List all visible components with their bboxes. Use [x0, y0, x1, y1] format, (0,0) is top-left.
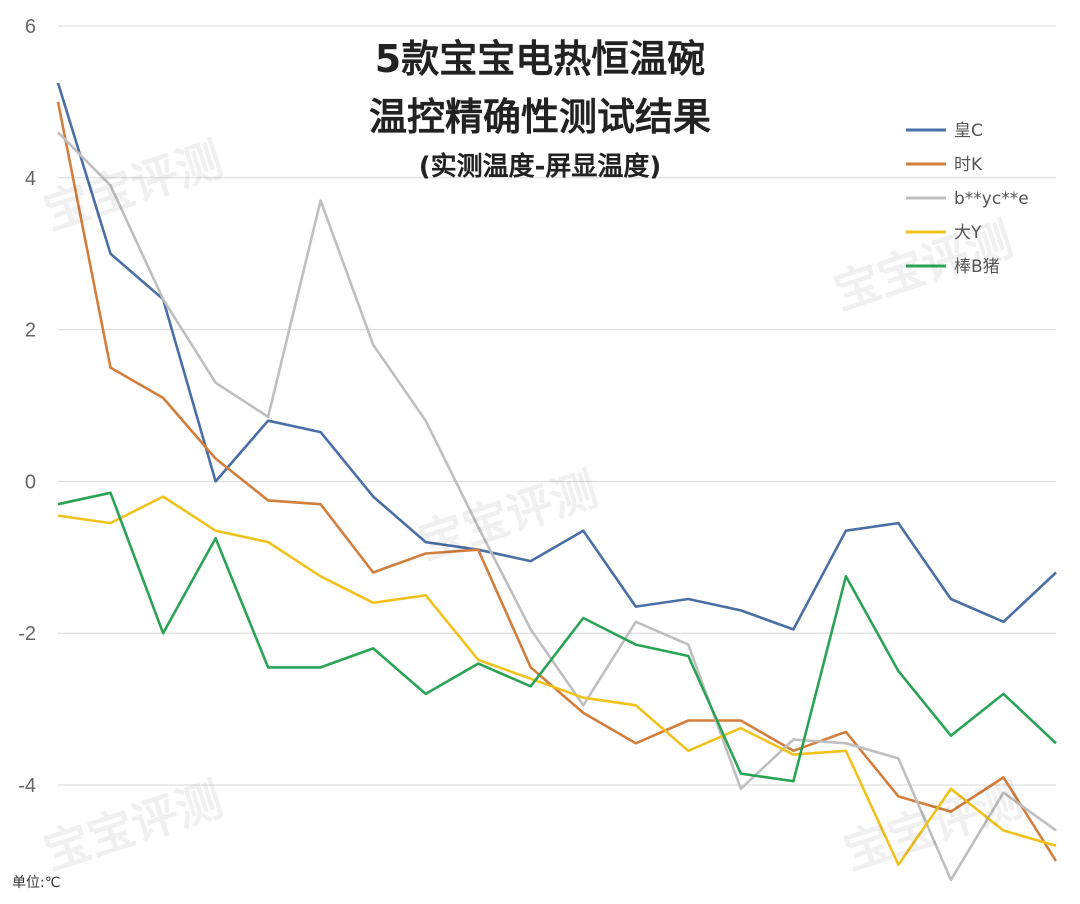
y-tick-label: -4: [18, 775, 36, 797]
y-tick-label: 6: [25, 16, 36, 38]
series-line: [57, 491, 1057, 783]
chart-title-line2: 温控精确性测试结果: [368, 95, 711, 139]
series-line: [57, 495, 1057, 867]
series-line: [56, 82, 1057, 631]
series-line: [56, 101, 1058, 862]
series-lines: [56, 82, 1058, 882]
series-line: [57, 131, 1057, 882]
grid-lines: [58, 25, 1056, 786]
unit-label: 单位:℃: [12, 875, 61, 891]
y-axis-ticks: 6 4 2 0 -2 -4: [18, 16, 36, 797]
legend-label: 棒B猪: [954, 257, 1000, 277]
legend: 皇C 时K b**yc**e 大Y 棒B猪: [906, 121, 1029, 277]
y-tick-label: -2: [18, 623, 36, 645]
chart-title-line1: 5款宝宝电热恒温碗: [374, 37, 706, 81]
legend-label: 时K: [954, 155, 983, 175]
chart-subtitle: (实测温度-屏显温度): [418, 152, 662, 182]
y-tick-label: 2: [25, 320, 36, 342]
y-tick-label: 4: [25, 168, 36, 190]
legend-label: 大Y: [954, 223, 982, 243]
legend-label: 皇C: [954, 121, 983, 141]
y-tick-label: 0: [25, 471, 36, 493]
legend-label: b**yc**e: [954, 189, 1029, 209]
